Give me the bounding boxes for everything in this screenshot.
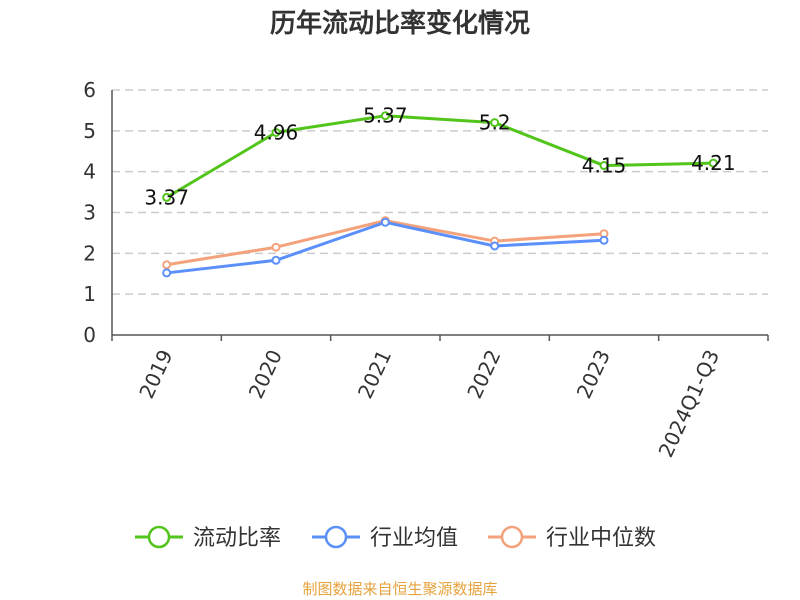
series-line [166, 220, 605, 275]
data-point[interactable] [271, 127, 281, 137]
data-label: 4.21 [691, 151, 736, 175]
y-tick-label: 0 [83, 323, 96, 347]
x-tick-label: 2020 [244, 346, 287, 402]
legend[interactable]: 流动比率 行业均值 行业中位数 [135, 525, 656, 551]
data-point[interactable] [599, 235, 609, 245]
data-label: 5.2 [479, 111, 511, 135]
y-tick-label: 1 [83, 282, 96, 306]
data-point[interactable] [708, 158, 718, 168]
y-tick-label: 5 [83, 119, 96, 143]
y-tick-label: 3 [83, 201, 96, 225]
data-point[interactable] [490, 241, 500, 251]
legend-item[interactable]: 行业中位数 [488, 525, 656, 551]
data-labels: 3.37 4.96 5.37 5.2 4.15 4.21 [144, 104, 735, 210]
legend-label: 行业均值 [370, 526, 458, 551]
footer-source-text: 制图数据来自恒生聚源数据库 [302, 580, 497, 598]
legend-marker [324, 525, 348, 549]
grid-lines [112, 89, 768, 295]
legend-item[interactable]: 行业均值 [312, 525, 458, 551]
series-line [165, 114, 714, 199]
data-label: 5.37 [363, 104, 408, 128]
data-label: 4.15 [582, 154, 627, 178]
legend-item[interactable]: 流动比率 [135, 525, 281, 551]
legend-label: 行业中位数 [546, 526, 656, 551]
data-label: 3.37 [144, 185, 189, 209]
x-tick-label: 2019 [134, 346, 177, 402]
legend-marker [500, 525, 524, 549]
data-point[interactable] [271, 255, 281, 265]
series-lines [162, 111, 718, 278]
y-tick-label: 4 [83, 160, 96, 184]
x-tick-label: 2021 [353, 346, 396, 402]
legend-marker [147, 525, 171, 549]
data-point[interactable] [162, 260, 172, 270]
x-tick-label: 2024Q1-Q3 [654, 346, 725, 461]
chart-title: 历年流动比率变化情况 [270, 8, 530, 39]
x-tick-label: 2023 [572, 346, 615, 402]
data-point[interactable] [490, 118, 500, 128]
data-point[interactable] [380, 111, 390, 121]
data-label: 4.96 [254, 120, 299, 144]
y-tick-label: 6 [83, 78, 96, 102]
data-point[interactable] [599, 161, 609, 171]
y-tick-label: 2 [83, 241, 96, 265]
legend-label: 流动比率 [193, 526, 281, 551]
data-point[interactable] [271, 242, 281, 252]
x-tick-label: 2022 [462, 346, 505, 402]
data-point[interactable] [162, 268, 172, 278]
data-point[interactable] [380, 217, 390, 227]
data-point[interactable] [162, 192, 172, 202]
